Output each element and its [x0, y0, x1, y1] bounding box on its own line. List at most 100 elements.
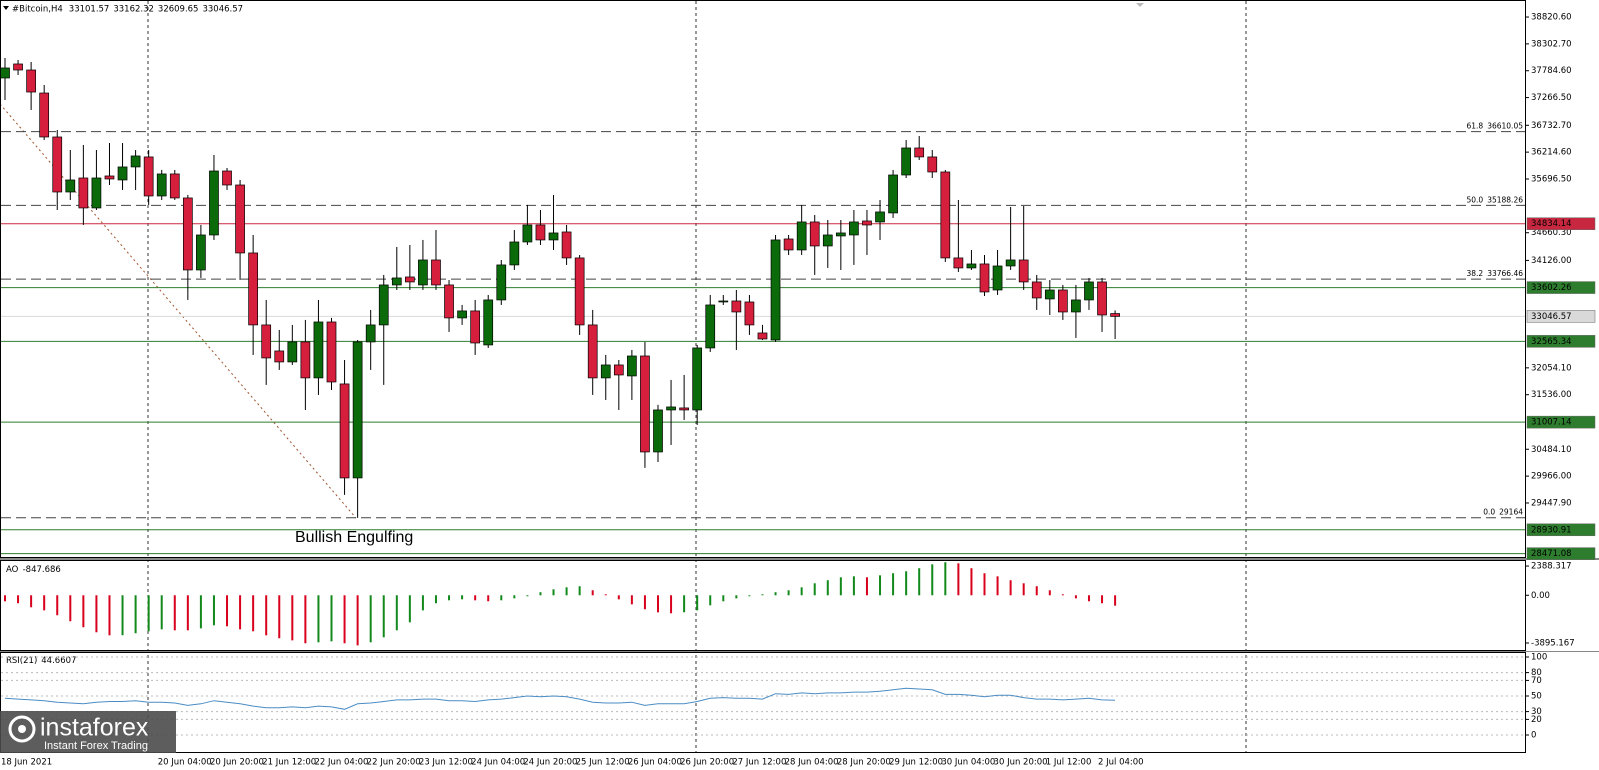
logo-icon [8, 715, 36, 743]
fib-label: 0.0 29164 [1483, 508, 1523, 517]
candle-body [339, 383, 350, 479]
ao-bar [395, 595, 398, 631]
candle-body [156, 173, 167, 197]
ao-bar [226, 595, 229, 627]
ao-bar [382, 595, 385, 638]
header-close: 33046.57 [202, 4, 243, 14]
y-tick-label: 30484.10 [1531, 445, 1572, 455]
candle-body [1084, 281, 1094, 301]
candle-body [431, 259, 441, 286]
ao-bar [539, 592, 542, 596]
candle-body [744, 301, 755, 326]
x-tick-label: 27 Jun 12:00 [732, 758, 786, 768]
ao-bar [839, 577, 842, 596]
y-tick-label: 30 [1531, 707, 1542, 717]
ao-bar [17, 595, 20, 604]
candle-body [196, 234, 206, 271]
y-tick-label: 37784.60 [1531, 66, 1572, 76]
candle-body [927, 156, 938, 173]
ao-bar [212, 595, 215, 626]
level-label: 34834.14 [1531, 219, 1572, 229]
candle-body [209, 170, 219, 236]
level-label: 28930.91 [1531, 525, 1572, 535]
candle-body [692, 347, 703, 411]
candle-body [39, 92, 50, 138]
ao-bar [461, 595, 464, 600]
ao-bar [147, 595, 150, 632]
candle-body [888, 174, 898, 214]
candle-body [653, 409, 663, 453]
rsi-header: RSI(21) 44.6607 [6, 656, 76, 666]
level-box [1526, 335, 1596, 348]
ao-bar [683, 595, 686, 613]
ao-bar [630, 595, 633, 605]
ao-bar [30, 595, 33, 608]
candle-body [627, 355, 637, 377]
ao-bar [761, 594, 764, 596]
header-high: 33162.32 [113, 4, 154, 14]
candle-body [326, 321, 337, 383]
candle-body [757, 332, 768, 340]
fib-level: 50.0 [1467, 195, 1484, 204]
candle-body [405, 276, 415, 283]
level-box [1526, 523, 1596, 537]
level-label: 33046.57 [1531, 312, 1572, 322]
y-tick-label: 2388.317 [1531, 562, 1572, 572]
candle-body [182, 197, 193, 271]
ao-bar [513, 595, 516, 599]
candle-body [470, 310, 481, 344]
ao-bar [578, 586, 581, 596]
candle-body [522, 224, 533, 243]
candle-body [52, 136, 63, 193]
ao-bar [774, 592, 777, 596]
ao-bar [944, 562, 947, 596]
candle-body [901, 147, 911, 176]
level-label: 28471.08 [1531, 549, 1572, 559]
ao-bar [1114, 595, 1117, 606]
ao-bar [108, 595, 111, 636]
ao-bar [905, 571, 908, 596]
ao-bar [996, 576, 999, 596]
ao-bar [4, 595, 6, 602]
ao-bar [408, 595, 411, 623]
ao-bar [696, 595, 699, 611]
logo-icon [18, 725, 26, 733]
annotation: Bullish Engulfing [295, 529, 413, 546]
candle-body [679, 407, 689, 411]
candle-body [248, 252, 258, 326]
ao-bar [121, 595, 124, 636]
marks: 38820.60 38302.70 37784.60 37266.50 36732.70… [0, 13, 1596, 768]
candle-body [666, 406, 676, 411]
rsi-line [4, 687, 1116, 710]
fib-price: 33766.46 [1487, 269, 1523, 278]
ao-bar [343, 595, 346, 644]
y-tick-label: 34126.00 [1531, 256, 1572, 266]
candle-body [862, 220, 872, 226]
ao-bar [892, 573, 895, 596]
candle-body [849, 221, 859, 236]
level-label: 32565.34 [1531, 337, 1572, 347]
x-tick-label: 1 Jul 12:00 [1046, 758, 1092, 768]
x-tick-label: 24 Jun 04:00 [471, 758, 525, 768]
logo-tagline: Instant Forex Trading [44, 740, 148, 752]
candle-body [992, 265, 1003, 291]
ao-bar [852, 576, 855, 596]
ao-bar [1048, 590, 1051, 596]
ao-bar [722, 595, 725, 602]
ao-title: AO [6, 565, 19, 575]
chart-header: #Bitcoin,H4 33101.57 33162.32 32609.65 33046… [12, 4, 243, 14]
ao-bar [56, 595, 59, 616]
ao-bar [735, 595, 738, 599]
x-tick-label: 26 Jun 04:00 [628, 758, 682, 768]
ao-bar [252, 595, 255, 632]
level-label: 31007.14 [1531, 418, 1572, 428]
candle-body [169, 173, 180, 199]
ao-bar [500, 595, 503, 601]
ao-bar [879, 575, 882, 596]
candle-body [613, 364, 624, 376]
candle-body [235, 184, 245, 254]
candle-body [457, 310, 467, 319]
y-tick-label: 38820.60 [1531, 13, 1572, 23]
candle-body [1044, 289, 1055, 300]
y-tick-label: 80 [1531, 668, 1542, 678]
